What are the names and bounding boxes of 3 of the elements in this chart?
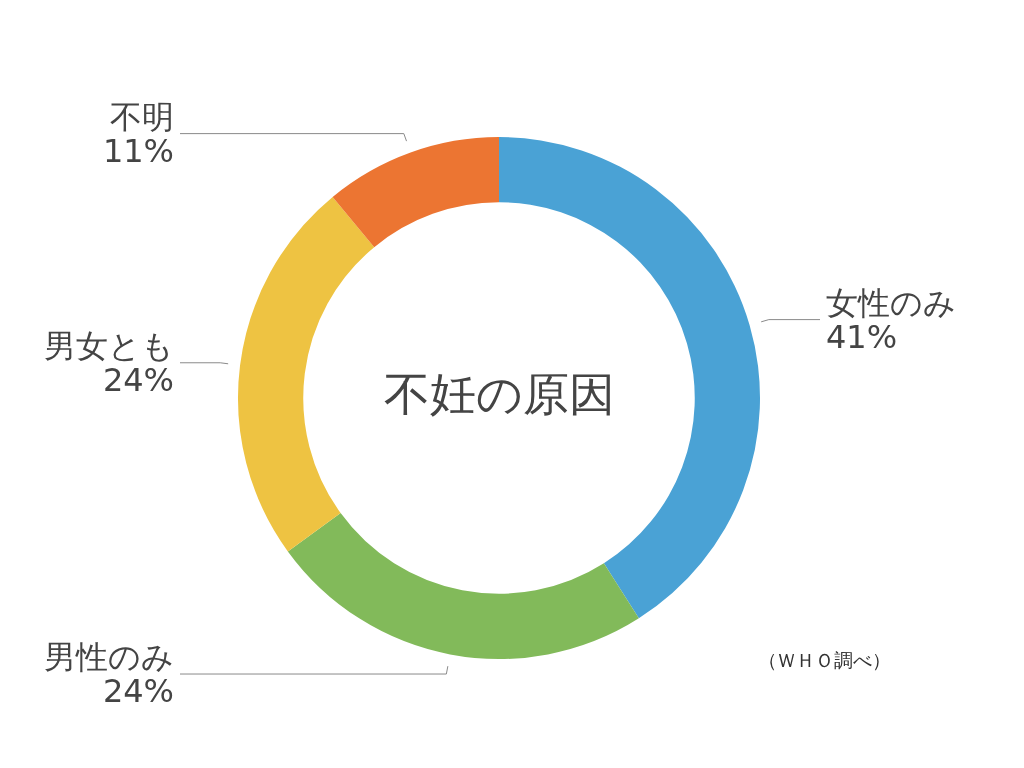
text: （ＷＨＯ調べ） — [757, 648, 891, 671]
slice-label: 女性のみ — [826, 283, 956, 322]
text: 不妊の原因 — [383, 366, 615, 421]
